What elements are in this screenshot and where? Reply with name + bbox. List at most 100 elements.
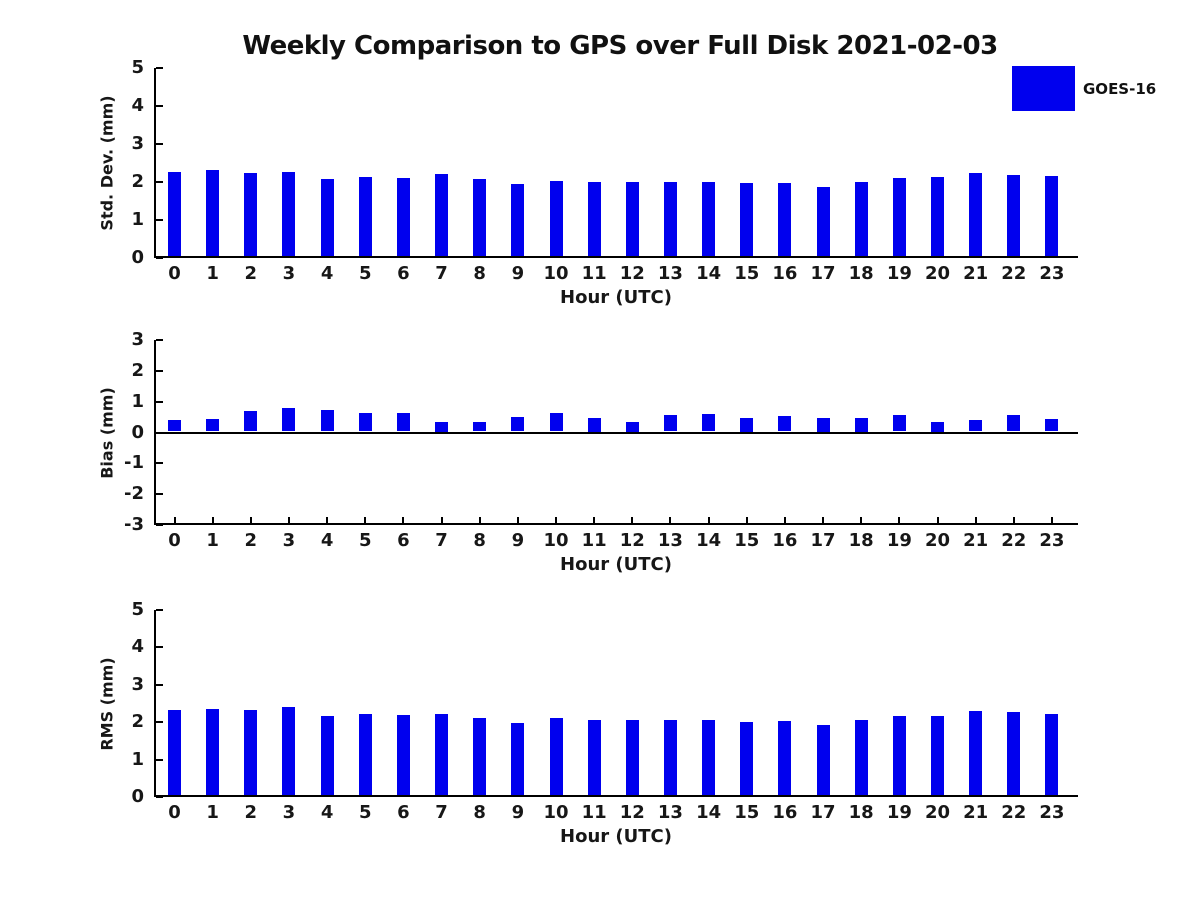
x-tick-label: 3: [282, 802, 296, 823]
x-tick-label: 20: [924, 263, 951, 284]
x-tick-label: 4: [320, 802, 334, 823]
y-tick-mark: [156, 105, 163, 107]
subplot-rms: RMS (mm) 5 4 3 2 1 0 0 1 2 3 4 5 6 7 8 9 10 11 12 13 14 15 16 1…: [98, 600, 1078, 847]
bar-hour-15: [740, 183, 754, 256]
subplot-std-dev: Std. Dev. (mm) 5 4 3 2 1 0 0 1 2 3 4 5 6 7 8 9 10 11 12 13 1…: [98, 58, 1078, 308]
bar-hour-19: [892, 716, 906, 795]
x-tick-mark: [516, 517, 519, 523]
x-tick-label: 10: [543, 263, 569, 284]
x-tick-mark: [669, 517, 672, 523]
x-tick-label: 17: [810, 802, 836, 823]
x-tick-label: 14: [696, 530, 722, 551]
x-tick-label: 6: [397, 263, 410, 284]
y-tick-label: 2: [131, 359, 144, 381]
bar-hour-12: [625, 181, 639, 256]
y-axis-spine: [154, 610, 156, 797]
x-tick-label: 21: [963, 802, 989, 823]
bar-hour-17: [816, 725, 830, 795]
bar-hour-17: [816, 417, 830, 432]
y-tick-mark: [156, 524, 163, 526]
x-tick-label: 16: [772, 530, 798, 551]
x-tick-label: 7: [435, 802, 448, 823]
legend-label: GOES-16: [1083, 80, 1157, 98]
x-tick-label: 16: [772, 802, 798, 823]
x-tick-label: 1: [206, 530, 219, 551]
y-tick-label: 1: [131, 748, 144, 770]
bar-hour-3: [282, 172, 296, 256]
x-tick-label: 13: [657, 530, 683, 551]
bar-hour-11: [587, 417, 601, 432]
y-tick-mark: [156, 339, 163, 341]
bar-hour-15: [740, 721, 754, 795]
bar-hour-21: [969, 172, 983, 256]
bar-hour-17: [816, 187, 830, 256]
y-tick-mark: [156, 609, 163, 611]
zero-line: [154, 431, 1078, 434]
x-tick-label: 0: [168, 263, 181, 284]
bar-hour-20: [931, 176, 944, 256]
y-tick-label: -3: [124, 514, 144, 535]
bar-hour-10: [549, 412, 563, 432]
x-tick-mark: [707, 517, 710, 523]
x-tick-label: 5: [358, 263, 372, 284]
y-tick-mark: [156, 431, 163, 434]
bar-hour-23: [1045, 419, 1059, 432]
y-tick-label: -2: [124, 483, 144, 505]
bar-hour-4: [320, 409, 334, 432]
y-axis-label-rms: RMS (mm): [97, 656, 117, 751]
x-tick-label: 12: [619, 802, 645, 823]
bar-hour-1: [206, 418, 220, 432]
y-tick-mark: [156, 758, 163, 761]
x-tick-label: 22: [1001, 530, 1027, 551]
bar-hour-13: [663, 415, 677, 432]
bar-hour-5: [358, 412, 372, 432]
x-tick-label: 1: [206, 263, 219, 284]
x-tick-mark: [211, 517, 214, 523]
x-tick-label: 17: [810, 530, 836, 551]
bar-hour-20: [931, 716, 944, 795]
y-tick-label: 0: [131, 786, 144, 807]
bar-hour-4: [320, 716, 334, 795]
y-tick-label: 1: [131, 209, 144, 230]
x-tick-mark: [974, 517, 977, 523]
bar-hour-14: [702, 720, 716, 795]
bar-hour-19: [892, 177, 906, 256]
y-tick-label: -1: [124, 452, 144, 474]
y-tick-mark: [156, 369, 163, 372]
x-tick-label: 13: [657, 263, 683, 284]
x-tick-label: 14: [696, 263, 722, 284]
x-tick-label: 8: [473, 263, 486, 284]
x-tick-label: 16: [772, 263, 798, 284]
x-axis-label-hour-utc: Hour (UTC): [560, 287, 672, 308]
bar-hour-8: [473, 717, 487, 795]
bar-hour-21: [969, 710, 983, 795]
bar-hour-2: [244, 411, 258, 432]
bar-hour-0: [168, 172, 181, 256]
bar-hour-12: [625, 719, 639, 795]
x-tick-label: 10: [543, 530, 569, 551]
bar-hour-9: [511, 722, 525, 795]
y-tick-mark: [156, 646, 163, 649]
bar-hour-23: [1045, 175, 1059, 256]
x-tick-label: 18: [848, 802, 874, 823]
bar-hour-18: [854, 720, 868, 795]
x-axis-spine: [154, 795, 1078, 797]
x-tick-label: 17: [810, 263, 836, 284]
bar-hour-16: [778, 416, 792, 432]
x-tick-label: 23: [1039, 263, 1065, 284]
y-tick-label: 5: [131, 599, 144, 620]
x-tick-mark: [631, 517, 634, 523]
x-tick-label: 23: [1039, 802, 1065, 823]
bar-hour-4: [320, 179, 334, 256]
y-tick-mark: [156, 796, 163, 798]
x-tick-label: 15: [734, 263, 760, 284]
y-tick-mark: [156, 683, 163, 686]
x-tick-label: 9: [511, 530, 525, 551]
x-tick-label: 19: [886, 530, 912, 551]
bar-hour-8: [473, 178, 487, 256]
chart-title: Weekly Comparison to GPS over Full Disk …: [242, 31, 998, 61]
bar-hour-16: [778, 721, 792, 795]
x-tick-label: 3: [282, 263, 296, 284]
x-tick-label: 14: [696, 802, 722, 823]
